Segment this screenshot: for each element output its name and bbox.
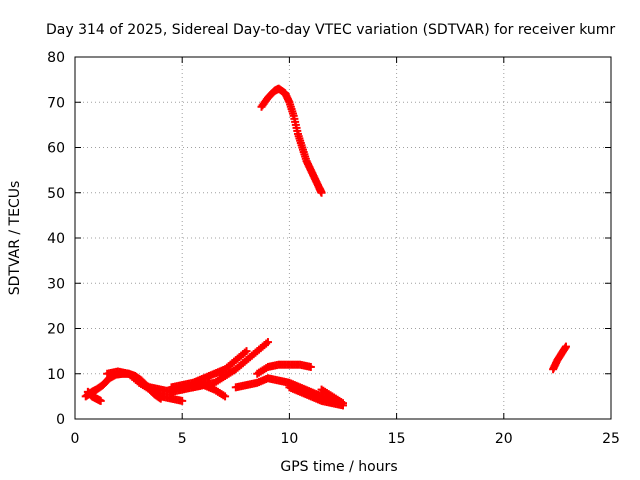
data-point [178,396,187,405]
series-track-k [549,342,570,374]
data-point [221,392,230,401]
x-tick-label: 10 [280,431,298,447]
data-points [81,84,570,410]
data-point [263,338,272,347]
y-axis-label: SDTVAR / TECUs [7,181,23,296]
series-track-b [83,387,105,405]
chart-title: Day 314 of 2025, Sidereal Day-to-day VTE… [46,22,615,38]
x-tick-label: 25 [602,431,620,447]
series-track-f [188,338,272,392]
data-point [242,347,251,356]
data-point [96,396,105,405]
y-tick-label: 40 [47,231,65,247]
x-tick-label: 0 [71,431,80,447]
data-point [561,342,570,351]
data-point [317,188,326,197]
series-track-j [317,385,347,408]
x-axis-label: GPS time / hours [280,459,397,475]
series-track-high [257,84,326,197]
y-tick-label: 70 [47,95,65,111]
series-track-h [253,360,315,378]
y-tick-label: 50 [47,186,65,202]
x-tick-label: 20 [495,431,513,447]
y-tick-label: 60 [47,141,65,157]
x-tick-label: 15 [388,431,406,447]
data-point [339,399,347,408]
y-tick-label: 30 [47,276,65,292]
x-tick-label: 5 [178,431,187,447]
y-tick-label: 80 [47,50,65,66]
series-track-e [167,347,251,392]
data-point [306,362,315,371]
y-tick-label: 20 [47,322,65,338]
y-tick-label: 10 [47,367,65,383]
axis-ticks: 0 5 10 15 20 25 0 10 20 30 40 50 60 70 80 [47,50,620,447]
grid [75,57,611,419]
y-tick-label: 0 [56,412,65,428]
